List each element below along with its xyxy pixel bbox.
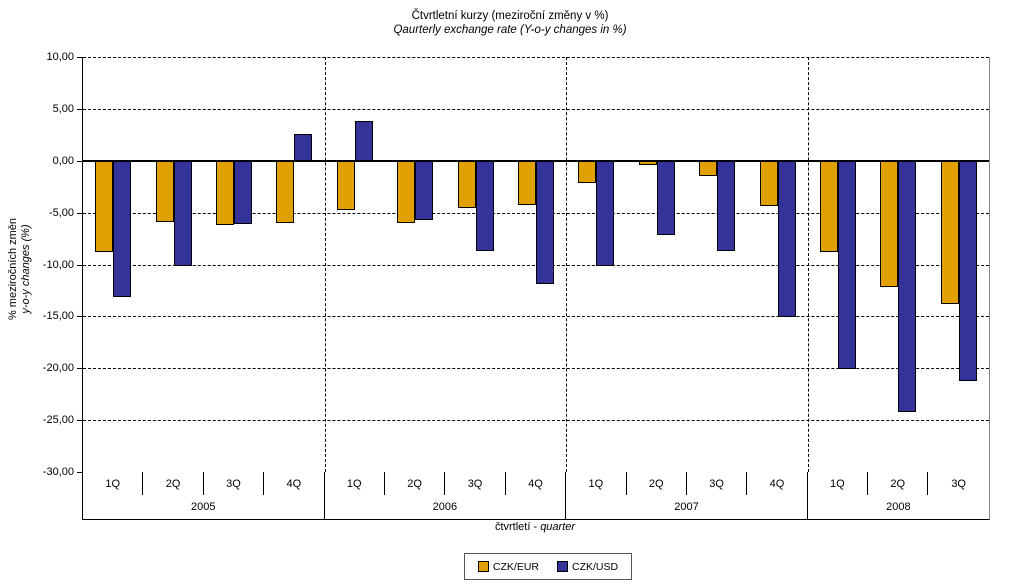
y-axis-tick-label: -20,00 [42, 362, 74, 375]
y-axis-tick-label: -30,00 [42, 466, 74, 478]
bar-czk-eur-2008-2Q [880, 160, 899, 288]
x-axis-table: 1Q 2Q 3Q 4Q 1Q 2Q 3Q 4Q 1Q 2Q 3Q 4Q 1Q 2Q 3Q 2005 2006 2… [82, 472, 990, 520]
gridline--20 [83, 368, 989, 370]
x-axis-caption-cz: čtvrtletí - [494, 521, 541, 533]
gridline--15 [83, 316, 989, 318]
chart-subtitle: Qaurterly exchange rate (Y-o-y changes i… [393, 24, 627, 36]
bar-czk-eur-2005-3Q [216, 160, 234, 226]
bar-czk-usd-2007-2Q [656, 160, 675, 236]
bar-czk-usd-2005-1Q [113, 160, 132, 297]
quarter-label-2005-3Q: 3Q [204, 472, 265, 495]
bar-czk-eur-2007-4Q [759, 160, 778, 207]
year-label-2005: 2005 [83, 495, 325, 519]
y-axis-tick [77, 212, 82, 214]
y-axis-tick [77, 160, 82, 162]
bar-czk-usd-2006-2Q [415, 160, 434, 220]
bar-czk-usd-2007-3Q [717, 160, 736, 251]
y-axis-tick-label: 10,00 [46, 51, 74, 63]
y-axis-tick [77, 316, 82, 318]
plot-area [82, 57, 990, 472]
bar-czk-eur-2008-3Q [940, 160, 959, 304]
bar-czk-eur-2007-2Q [638, 160, 657, 165]
bar-czk-usd-2005-2Q [173, 160, 192, 266]
bar-czk-eur-2005-1Q [95, 160, 114, 253]
bar-czk-usd-2007-1Q [596, 160, 615, 266]
legend-label-czk-usd: CZK/USD [572, 560, 619, 573]
gridline-10 [83, 57, 989, 58]
bar-czk-eur-2005-4Q [276, 160, 295, 223]
bar-czk-usd-2006-1Q [354, 121, 373, 161]
year-separator-line [807, 57, 809, 472]
y-axis-tick [77, 264, 82, 266]
bar-czk-usd-2008-1Q [838, 160, 856, 370]
x-axis-caption: čtvrtletí - quarter [82, 521, 988, 533]
chart-title: Čtvrtletní kurzy (meziroční změny v %) [411, 10, 609, 22]
y-axis-tick-label: -5,00 [48, 206, 74, 219]
year-label-2008: 2008 [886, 501, 911, 513]
y-axis-tick-label: -15,00 [42, 310, 74, 323]
bar-czk-usd-2005-4Q [294, 133, 313, 161]
y-axis-tick [77, 57, 82, 58]
year-separator-line [566, 57, 568, 472]
quarter-label-2005-1Q: 1Q [83, 472, 144, 495]
bar-czk-eur-2006-2Q [397, 160, 416, 223]
quarter-label-2005-2Q: 2Q [143, 472, 204, 495]
bar-czk-usd-2008-3Q [958, 160, 977, 381]
bar-czk-eur-2005-2Q [155, 160, 174, 222]
bar-czk-usd-2007-4Q [777, 160, 796, 318]
quarter-label-2007-3Q: 3Q [687, 472, 748, 495]
bar-czk-eur-2006-3Q [457, 160, 476, 209]
quarter-label-2007-2Q: 2Q [627, 472, 687, 495]
bar-czk-eur-2008-1Q [820, 160, 838, 253]
quarter-label-2005-4Q: 4Q [264, 472, 325, 495]
bar-czk-usd-2005-3Q [234, 160, 252, 225]
bar-czk-eur-2007-3Q [699, 160, 718, 177]
x-axis-caption-en: quarter [540, 521, 576, 533]
bar-czk-usd-2006-3Q [475, 160, 494, 251]
legend-entry-czk-usd: CZK/USD [557, 561, 618, 573]
quarter-label-row: 1Q 2Q 3Q 4Q 1Q 2Q 3Q 4Q 1Q 2Q 3Q 4Q 1Q 2Q 3Q [83, 472, 989, 495]
quarter-label-2007-4Q: 4Q [747, 472, 808, 495]
title-block: Čtvrtletní kurzy (meziroční změny v %) Q… [0, 9, 1020, 37]
quarter-label-2007-1Q: 1Q [566, 472, 627, 495]
year-label-2006: 2006 [325, 495, 567, 519]
bar-czk-eur-2006-4Q [518, 160, 536, 206]
quarter-label-2006-4Q: 4Q [506, 472, 567, 495]
quarter-label-2006-2Q: 2Q [385, 472, 446, 495]
year-label-2007: 2007 [566, 495, 808, 519]
y-axis-tick-label: 0,00 [52, 154, 74, 167]
gridline--25 [83, 420, 989, 422]
y-axis-tick-label: 5,00 [52, 102, 74, 115]
y-axis-tick [77, 420, 82, 422]
y-axis-tick [77, 108, 82, 110]
legend-entry-czk-eur: CZK/EUR [477, 560, 539, 573]
legend-swatch-czk-usd [557, 561, 568, 572]
legend-label-czk-eur: CZK/EUR [492, 560, 539, 573]
y-axis-tick [77, 472, 82, 473]
legend: CZK/EUR CZK/USD [464, 553, 632, 580]
legend-swatch-czk-eur [477, 561, 489, 572]
gridline-5 [83, 108, 989, 110]
year-separator-line [324, 57, 326, 472]
quarter-label-2006-3Q: 3Q [445, 472, 506, 495]
quarter-label-2006-1Q: 1Q [325, 472, 385, 495]
bar-czk-usd-2006-4Q [536, 160, 554, 285]
quarter-label-2008-2Q: 2Q [868, 472, 929, 495]
bar-czk-eur-2007-1Q [578, 160, 597, 183]
y-axis-tick [77, 368, 82, 370]
bar-czk-eur-2006-1Q [336, 160, 355, 210]
y-axis-tick-label: -10,00 [42, 258, 74, 271]
y-axis-tick-label: -25,00 [42, 414, 74, 427]
quarter-label-2008-1Q: 1Q [808, 472, 869, 495]
year-label-row: 2005 2006 2007 2008 [83, 495, 989, 519]
quarter-label-2008-3Q: 3Q [951, 477, 966, 490]
bar-czk-usd-2008-2Q [898, 160, 917, 412]
